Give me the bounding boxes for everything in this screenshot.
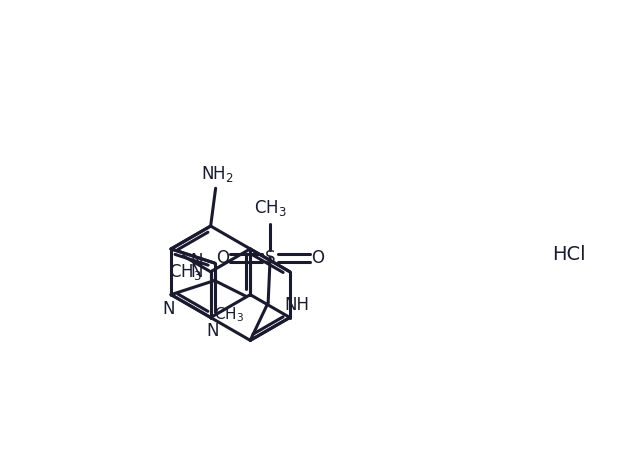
Text: CH$_3$: CH$_3$ xyxy=(214,305,244,324)
Text: NH$_2$: NH$_2$ xyxy=(201,164,234,184)
Text: O: O xyxy=(216,249,229,267)
Text: CH$_3$: CH$_3$ xyxy=(169,262,202,282)
Text: CH$_3$: CH$_3$ xyxy=(253,198,287,218)
Text: N: N xyxy=(190,263,203,281)
Text: N: N xyxy=(206,322,219,340)
Text: HCl: HCl xyxy=(552,245,586,265)
Text: NH: NH xyxy=(284,296,309,313)
Text: S: S xyxy=(265,249,275,267)
Text: N: N xyxy=(163,299,175,318)
Text: N: N xyxy=(190,252,203,270)
Text: O: O xyxy=(311,249,324,267)
